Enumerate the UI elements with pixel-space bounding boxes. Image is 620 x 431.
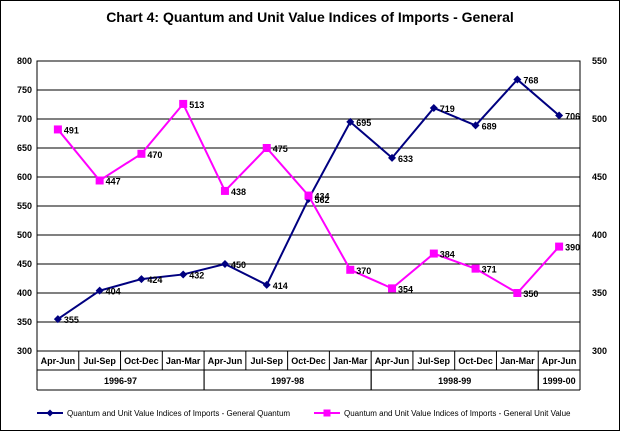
x-tick-label: Apr-Jun [208,356,243,366]
x-tick-label: Jul-Sep [83,356,116,366]
x-tick-label: Apr-Jun [375,356,410,366]
data-point-diamond [179,270,188,279]
y-left-tick-label: 800 [17,56,32,66]
x-tick-label: Oct-Dec [124,356,159,366]
plot-area [36,60,581,352]
data-label: 768 [523,76,538,86]
data-point-diamond [262,280,271,289]
data-point-diamond [137,275,146,284]
data-label: 370 [356,266,371,276]
data-point-square [555,242,564,251]
data-label: 434 [315,192,330,202]
y-right-tick-label: 300 [592,346,607,356]
data-point-square [262,144,271,152]
data-point-diamond [429,103,438,112]
data-label: 689 [482,121,497,131]
y-right-tick-label: 550 [592,56,607,66]
data-point-square [304,191,313,200]
data-point-diamond [346,117,355,126]
x-tick-label: Jan-Mar [166,356,201,366]
data-label: 475 [273,144,288,154]
legend-label: Quantum and Unit Value Indices of Import… [67,409,290,418]
data-point-diamond [53,315,62,324]
data-point-square [513,289,522,297]
data-label: 390 [565,243,580,253]
data-label: 633 [398,154,413,164]
y-left-tick-label: 600 [17,172,32,182]
data-point-diamond [471,121,480,130]
data-label: 513 [189,100,204,110]
data-label: 355 [64,315,79,325]
data-label: 424 [147,275,162,285]
data-label: 354 [398,284,413,294]
x-tick-label: Apr-Jun [41,356,76,366]
data-label: 695 [356,118,371,128]
legend-marker-diamond [46,409,54,417]
data-label: 414 [273,281,288,291]
legend-label: Quantum and Unit Value Indices of Import… [344,409,571,418]
data-label: 384 [440,250,455,260]
data-point-square [471,264,480,273]
data-point-square [429,249,438,258]
data-point-diamond [220,260,229,268]
y-left-tick-label: 400 [17,288,32,298]
data-point-square [220,186,229,195]
data-point-square [388,284,397,293]
year-group-label: 1997-98 [271,376,304,386]
data-label: 470 [147,150,162,160]
data-point-square [137,149,146,158]
y-left-tick-label: 300 [17,346,32,356]
x-tick-label: Jan-Mar [500,356,535,366]
data-label: 447 [106,176,121,186]
data-point-square [53,125,62,134]
x-tick-label: Oct-Dec [458,356,493,366]
data-point-diamond [555,111,564,120]
y-left-tick-label: 350 [17,317,32,327]
x-tick-label: Oct-Dec [291,356,326,366]
y-left-tick-label: 450 [17,259,32,269]
year-group-label: 1999-00 [543,376,576,386]
x-tick-label: Apr-Jun [542,356,577,366]
data-label: 719 [440,104,455,114]
data-point-square [346,265,355,274]
y-right-tick-label: 400 [592,230,607,240]
y-left-tick-label: 550 [17,201,32,211]
data-label: 432 [189,270,204,280]
data-point-square [95,176,104,185]
legend-marker-square [323,409,331,417]
y-left-tick-label: 650 [17,143,32,153]
y-right-tick-label: 450 [592,172,607,182]
data-point-diamond [95,286,104,295]
data-label: 450 [231,260,246,270]
data-label: 404 [106,287,121,297]
y-left-tick-label: 750 [17,85,32,95]
x-tick-label: Jul-Sep [418,356,451,366]
x-tick-label: Jan-Mar [333,356,368,366]
data-label: 562 [315,195,330,205]
year-group-label: 1998-99 [438,376,471,386]
chart-title: Chart 4: Quantum and Unit Value Indices … [106,9,514,25]
data-point-square [179,99,188,108]
y-left-tick-label: 700 [17,114,32,124]
data-point-diamond [513,75,522,84]
year-group-label: 1996-97 [104,376,137,386]
y-right-tick-label: 500 [592,114,607,124]
x-tick-label: Jul-Sep [250,356,283,366]
y-right-tick-label: 350 [592,288,607,298]
data-label: 491 [64,125,79,135]
y-left-tick-label: 500 [17,230,32,240]
data-label: 371 [482,265,497,275]
data-label: 706 [565,112,580,122]
data-label: 350 [523,289,538,299]
data-label: 438 [231,187,246,197]
data-point-diamond [388,153,397,162]
